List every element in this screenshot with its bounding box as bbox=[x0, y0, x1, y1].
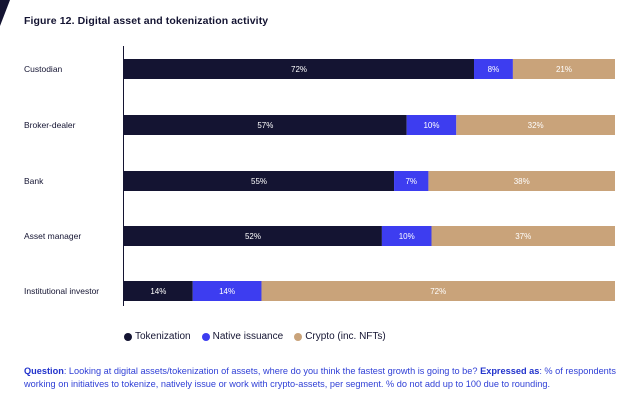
legend-swatch-crypto bbox=[294, 332, 303, 341]
expressed-label: Expressed as bbox=[480, 366, 540, 376]
data-label: 55% bbox=[251, 177, 267, 186]
bar-segment bbox=[124, 59, 475, 79]
bar-segment bbox=[394, 171, 429, 191]
data-label: 72% bbox=[430, 287, 446, 296]
bar-segment bbox=[124, 281, 193, 301]
legend-item-native-issuance: Native issuance bbox=[201, 331, 284, 342]
question-text: : Looking at digital assets/tokenization… bbox=[63, 366, 478, 376]
data-label: 14% bbox=[150, 287, 166, 296]
data-label: 21% bbox=[556, 65, 572, 74]
category-label: Bank bbox=[24, 176, 44, 186]
bar-segment bbox=[192, 281, 262, 301]
data-label: 14% bbox=[219, 287, 235, 296]
data-label: 8% bbox=[488, 65, 500, 74]
legend-label-tokenization: Tokenization bbox=[135, 331, 191, 342]
expressed-text: : % of respondents working on initiative… bbox=[24, 366, 616, 389]
category-label: Broker-dealer bbox=[24, 120, 76, 130]
data-label: 72% bbox=[291, 65, 307, 74]
data-label: 52% bbox=[245, 232, 261, 241]
bar-segment bbox=[428, 171, 615, 191]
data-label: 32% bbox=[528, 121, 544, 130]
legend-item-crypto: Crypto (inc. NFTs) bbox=[294, 331, 386, 342]
bar-segment bbox=[456, 115, 615, 135]
bar-segment bbox=[124, 171, 395, 191]
stacked-bar-chart: Custodian 72% 8% 21% Broker-dealer 57% 10% 32% B… bbox=[24, 46, 615, 306]
data-label: 10% bbox=[423, 121, 439, 130]
bar-segment bbox=[124, 115, 407, 135]
data-label: 7% bbox=[405, 177, 417, 186]
corner-accent bbox=[0, 0, 10, 26]
legend-item-tokenization: Tokenization bbox=[124, 331, 191, 342]
legend-label-crypto: Crypto (inc. NFTs) bbox=[305, 331, 386, 342]
category-label: Asset manager bbox=[24, 231, 81, 241]
category-label: Custodian bbox=[24, 64, 63, 74]
bar-segment bbox=[474, 59, 513, 79]
figure-title: Figure 12. Digital asset and tokenizatio… bbox=[24, 15, 269, 27]
bar-segment bbox=[512, 59, 615, 79]
chart-legend: Tokenization Native issuance Crypto (inc… bbox=[124, 331, 386, 342]
data-label: 10% bbox=[399, 232, 415, 241]
category-label: Institutional investor bbox=[24, 286, 99, 296]
data-label: 37% bbox=[515, 232, 531, 241]
bar-segment bbox=[431, 226, 615, 246]
bar-segment bbox=[381, 226, 432, 246]
legend-label-native-issuance: Native issuance bbox=[212, 331, 284, 342]
data-label: 38% bbox=[514, 177, 530, 186]
question-label: Question bbox=[24, 366, 64, 376]
legend-swatch-native-issuance bbox=[201, 332, 210, 341]
legend-swatch-tokenization bbox=[124, 332, 132, 341]
bar-segment bbox=[124, 226, 382, 246]
data-label: 57% bbox=[257, 121, 273, 130]
bar-segment bbox=[261, 281, 615, 301]
bar-segment bbox=[406, 115, 457, 135]
chart-footnote: Question: Looking at digital assets/toke… bbox=[24, 365, 624, 390]
